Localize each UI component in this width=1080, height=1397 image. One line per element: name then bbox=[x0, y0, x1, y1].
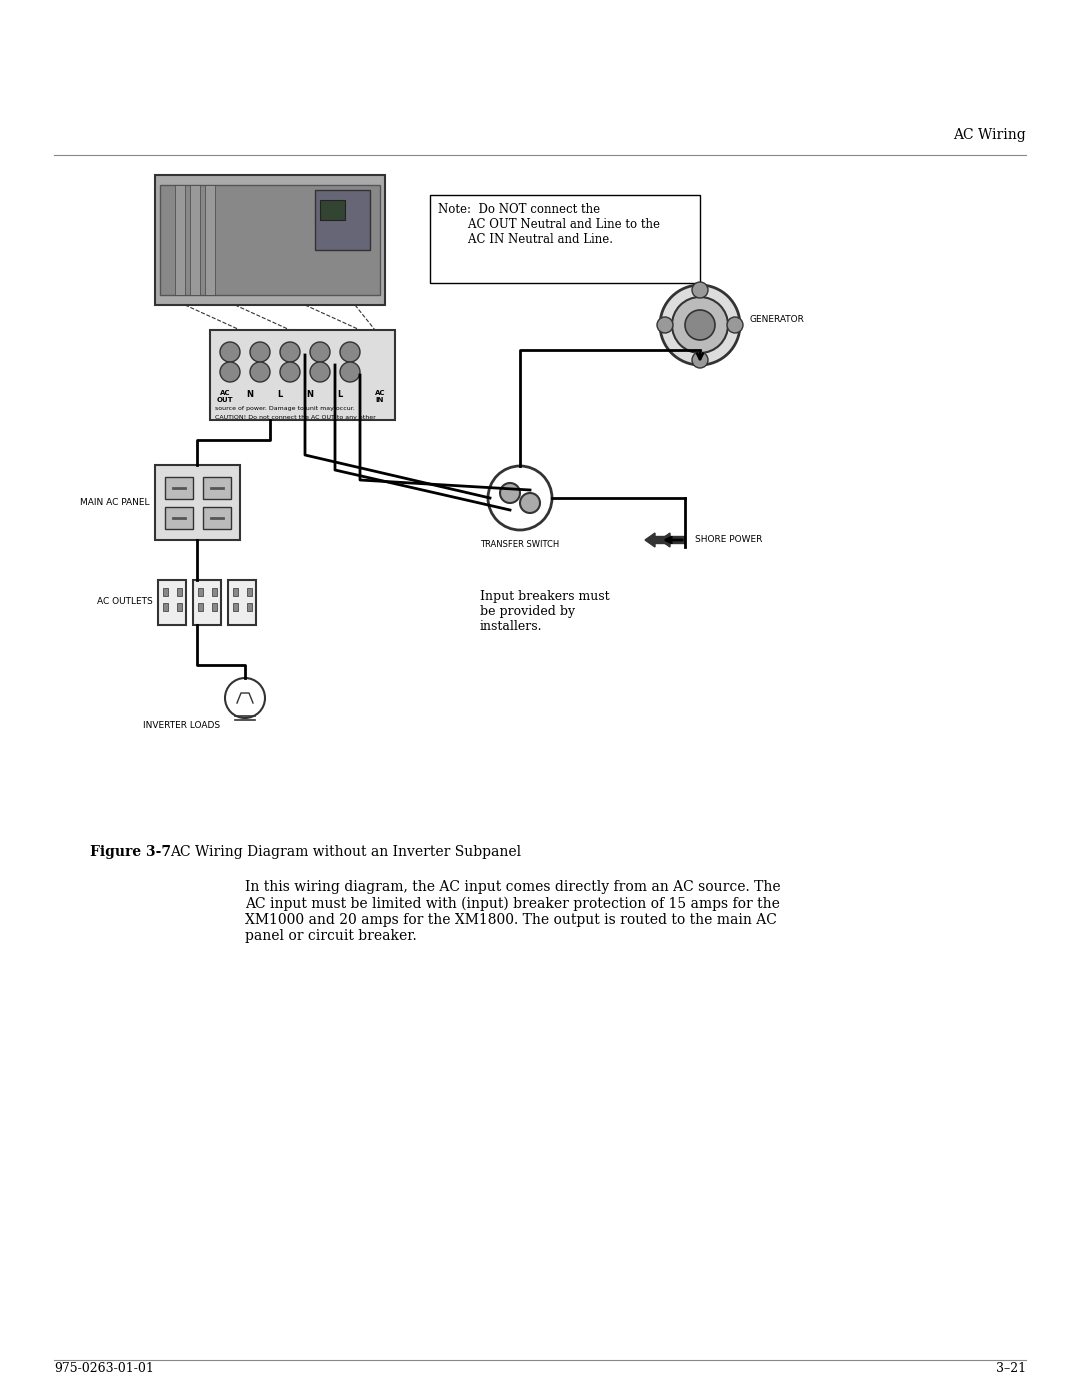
Circle shape bbox=[310, 342, 330, 362]
FancyBboxPatch shape bbox=[160, 184, 380, 295]
Text: AC OUTLETS: AC OUTLETS bbox=[97, 598, 153, 606]
Circle shape bbox=[692, 282, 708, 298]
Circle shape bbox=[488, 467, 552, 529]
Text: Note:  Do NOT connect the
        AC OUT Neutral and Line to the
        AC IN N: Note: Do NOT connect the AC OUT Neutral … bbox=[438, 203, 660, 246]
FancyArrow shape bbox=[660, 534, 685, 548]
FancyBboxPatch shape bbox=[233, 588, 238, 597]
FancyBboxPatch shape bbox=[203, 507, 231, 529]
Text: INVERTER LOADS: INVERTER LOADS bbox=[143, 721, 220, 731]
Text: N: N bbox=[307, 390, 313, 400]
FancyBboxPatch shape bbox=[315, 190, 370, 250]
FancyBboxPatch shape bbox=[233, 604, 238, 610]
Text: Figure 3-7: Figure 3-7 bbox=[90, 845, 171, 859]
Text: AC
OUT: AC OUT bbox=[217, 390, 233, 402]
Circle shape bbox=[220, 342, 240, 362]
FancyBboxPatch shape bbox=[158, 580, 186, 624]
Circle shape bbox=[340, 362, 360, 381]
Text: source of power. Damage to unit may occur.: source of power. Damage to unit may occu… bbox=[215, 407, 354, 411]
FancyBboxPatch shape bbox=[163, 588, 168, 597]
Text: In this wiring diagram, the AC input comes directly from an AC source. The
AC in: In this wiring diagram, the AC input com… bbox=[245, 880, 781, 943]
Text: AC Wiring: AC Wiring bbox=[954, 129, 1026, 142]
FancyBboxPatch shape bbox=[212, 604, 217, 610]
Text: N: N bbox=[246, 390, 254, 400]
Circle shape bbox=[519, 493, 540, 513]
FancyBboxPatch shape bbox=[203, 476, 231, 499]
Circle shape bbox=[672, 298, 728, 353]
Text: AC Wiring Diagram without an Inverter Subpanel: AC Wiring Diagram without an Inverter Su… bbox=[170, 845, 522, 859]
Circle shape bbox=[280, 362, 300, 381]
FancyBboxPatch shape bbox=[165, 507, 193, 529]
Text: L: L bbox=[278, 390, 283, 400]
FancyBboxPatch shape bbox=[175, 184, 185, 295]
Text: L: L bbox=[337, 390, 342, 400]
Text: 975-0263-01-01: 975-0263-01-01 bbox=[54, 1362, 153, 1375]
Text: GENERATOR: GENERATOR bbox=[750, 316, 805, 324]
Circle shape bbox=[660, 285, 740, 365]
FancyBboxPatch shape bbox=[247, 604, 252, 610]
Text: SHORE POWER: SHORE POWER bbox=[696, 535, 762, 545]
Text: AC
IN: AC IN bbox=[375, 390, 386, 402]
Circle shape bbox=[280, 342, 300, 362]
Circle shape bbox=[657, 317, 673, 332]
Text: MAIN AC PANEL: MAIN AC PANEL bbox=[81, 497, 150, 507]
FancyBboxPatch shape bbox=[198, 588, 203, 597]
Circle shape bbox=[249, 342, 270, 362]
Text: 3–21: 3–21 bbox=[996, 1362, 1026, 1375]
FancyBboxPatch shape bbox=[177, 588, 183, 597]
FancyBboxPatch shape bbox=[320, 200, 345, 219]
FancyBboxPatch shape bbox=[165, 476, 193, 499]
FancyBboxPatch shape bbox=[156, 175, 384, 305]
Circle shape bbox=[220, 362, 240, 381]
Circle shape bbox=[727, 317, 743, 332]
FancyBboxPatch shape bbox=[156, 465, 240, 541]
FancyBboxPatch shape bbox=[177, 604, 183, 610]
Text: TRANSFER SWITCH: TRANSFER SWITCH bbox=[481, 541, 559, 549]
FancyBboxPatch shape bbox=[210, 330, 395, 420]
FancyBboxPatch shape bbox=[205, 184, 215, 295]
Circle shape bbox=[310, 362, 330, 381]
FancyBboxPatch shape bbox=[198, 604, 203, 610]
Text: Input breakers must
be provided by
installers.: Input breakers must be provided by insta… bbox=[480, 590, 609, 633]
FancyBboxPatch shape bbox=[190, 184, 200, 295]
FancyBboxPatch shape bbox=[247, 588, 252, 597]
FancyBboxPatch shape bbox=[212, 588, 217, 597]
Circle shape bbox=[692, 352, 708, 367]
Text: CAUTION! Do not connect the AC OUT to any other: CAUTION! Do not connect the AC OUT to an… bbox=[215, 415, 376, 420]
Circle shape bbox=[340, 342, 360, 362]
FancyBboxPatch shape bbox=[430, 196, 700, 284]
FancyBboxPatch shape bbox=[193, 580, 221, 624]
Circle shape bbox=[500, 483, 519, 503]
Circle shape bbox=[225, 678, 265, 718]
Circle shape bbox=[249, 362, 270, 381]
FancyBboxPatch shape bbox=[228, 580, 256, 624]
FancyArrow shape bbox=[645, 534, 670, 548]
Circle shape bbox=[685, 310, 715, 339]
FancyBboxPatch shape bbox=[163, 604, 168, 610]
